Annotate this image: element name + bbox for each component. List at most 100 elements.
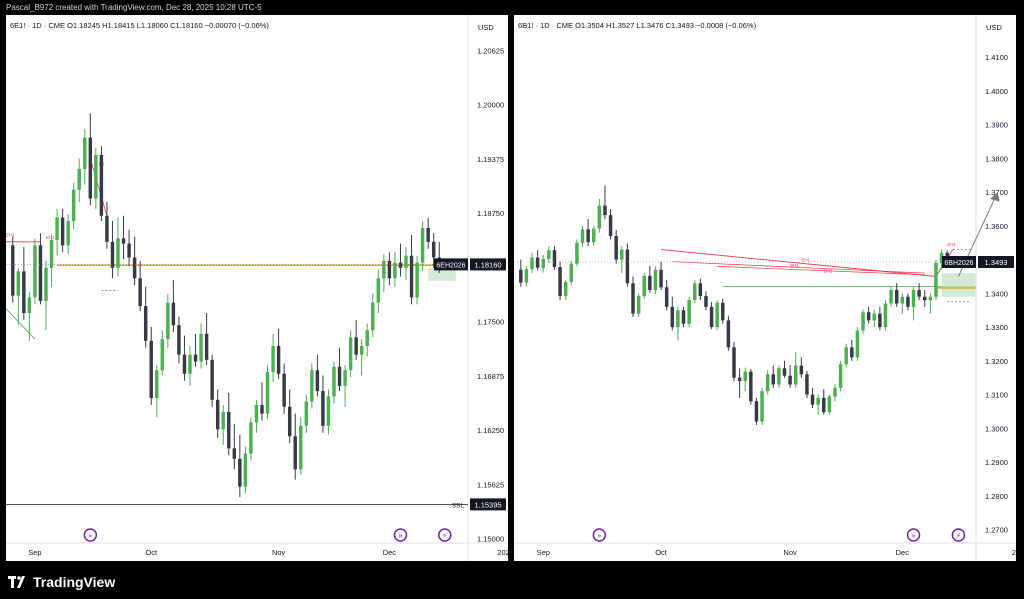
- y-tick-label: 1.3900: [985, 121, 1008, 130]
- candle-body: [580, 229, 585, 243]
- candle-body: [260, 405, 264, 414]
- candle-body: [393, 262, 397, 279]
- candle-body: [805, 374, 809, 395]
- candle-body: [872, 313, 876, 321]
- candle-body: [782, 368, 787, 376]
- candle-body: [771, 374, 776, 385]
- candle-body: [732, 347, 736, 378]
- candle-body: [116, 238, 120, 268]
- y-tick-label: 1.3800: [985, 154, 1008, 163]
- dividend-event-icon[interactable]: [951, 528, 966, 542]
- candle-body: [415, 262, 419, 298]
- candle-body: [132, 257, 137, 279]
- candle-body: [547, 250, 551, 259]
- candle-body: [541, 258, 545, 268]
- event-glyph-icon: »: [88, 532, 92, 540]
- candle-body: [524, 269, 529, 283]
- candle-body: [788, 375, 792, 385]
- economic-event-icon[interactable]: [83, 528, 98, 542]
- candle-body: [265, 372, 270, 414]
- x-tick-label: Nov: [272, 548, 286, 557]
- candle-body: [603, 205, 607, 216]
- candle-body: [426, 227, 430, 242]
- chart-svg-right[interactable]: 6B1! · 1D · CME O1.3504 H1.3527 L1.3476 …: [514, 15, 1016, 561]
- candle-body: [894, 290, 899, 304]
- candle-body: [827, 396, 832, 413]
- candle-body: [387, 260, 392, 279]
- candle-body: [850, 347, 854, 358]
- x-tick-label: Dec: [383, 548, 397, 557]
- candle-body: [838, 364, 843, 388]
- candle-body: [99, 155, 104, 216]
- candle-body: [55, 217, 59, 241]
- candle-body: [659, 269, 663, 288]
- ssl-price-bg: [470, 498, 506, 511]
- candle-body: [670, 306, 675, 328]
- candle-body: [60, 217, 65, 246]
- economic-event-icon[interactable]: [906, 528, 921, 542]
- candle-body: [404, 255, 408, 268]
- candle-body: [127, 243, 131, 258]
- candle-body: [777, 368, 781, 385]
- candle-body: [721, 302, 725, 321]
- candle-body: [420, 227, 425, 263]
- candle-body: [676, 310, 680, 328]
- annotation-label: EH1: [46, 235, 55, 240]
- x-tick-label: Oct: [655, 548, 668, 557]
- candle-body: [569, 263, 574, 282]
- candle-body: [620, 249, 624, 260]
- candle-body: [844, 347, 848, 365]
- economic-event-icon[interactable]: [592, 528, 607, 542]
- candle-body: [49, 240, 54, 268]
- candle-body: [928, 296, 933, 301]
- arrow-head-icon: [990, 192, 1000, 202]
- demand-zone: [428, 267, 456, 281]
- candle-body: [166, 302, 170, 340]
- candle-body: [310, 370, 314, 402]
- tradingview-logo-icon: [8, 575, 25, 588]
- y-tick-label: 1.18750: [477, 209, 504, 218]
- candle-body: [431, 241, 436, 258]
- ssl-price-value: 1.15395: [474, 500, 501, 509]
- dividend-event-icon[interactable]: [438, 528, 452, 542]
- candle-body: [704, 296, 708, 307]
- candle-body: [182, 354, 187, 374]
- candle-body: [105, 215, 109, 242]
- x-tick-label: 2026: [497, 548, 508, 557]
- candle-body: [188, 354, 192, 374]
- candle-body: [754, 401, 759, 422]
- candle-body: [210, 359, 214, 400]
- candle-body: [765, 374, 770, 392]
- chart-panel-right[interactable]: 6B1! · 1D · CME O1.3504 H1.3527 L1.3476 …: [514, 15, 1016, 561]
- candle-body: [71, 189, 76, 221]
- candle-body: [833, 387, 837, 397]
- candle-body: [698, 283, 703, 297]
- candle-body: [934, 263, 938, 297]
- candle-body: [382, 260, 386, 279]
- candle-body: [681, 310, 686, 324]
- candle-body: [398, 262, 403, 268]
- annotation-label: EH1: [801, 257, 810, 262]
- candle-body: [855, 330, 860, 358]
- candle-body: [66, 221, 70, 246]
- x-tick-label: Sep: [28, 548, 41, 557]
- candle-body: [304, 401, 309, 426]
- candle-body: [866, 312, 871, 321]
- currency-label: USD: [986, 23, 1002, 32]
- candle-body: [243, 453, 248, 487]
- chart-svg-left[interactable]: 6E1! · 1D · CME O1.18245 H1.18415 L1.180…: [6, 15, 508, 561]
- candle-body: [359, 345, 364, 355]
- currency-label: USD: [478, 23, 494, 32]
- candle-body: [861, 312, 865, 331]
- candle-body: [276, 345, 281, 374]
- candle-body: [900, 296, 905, 304]
- economic-event-icon[interactable]: [393, 528, 408, 542]
- tradingview-brand[interactable]: TradingView: [8, 574, 115, 590]
- price-tag-bg: [470, 258, 506, 271]
- candle-body: [204, 333, 209, 360]
- brand-name: TradingView: [33, 574, 116, 590]
- y-tick-label: 1.3400: [985, 289, 1008, 298]
- candle-body: [271, 345, 275, 373]
- event-glyph-icon: »: [597, 532, 601, 540]
- chart-panel-left[interactable]: 6E1! · 1D · CME O1.18245 H1.18415 L1.180…: [6, 15, 508, 561]
